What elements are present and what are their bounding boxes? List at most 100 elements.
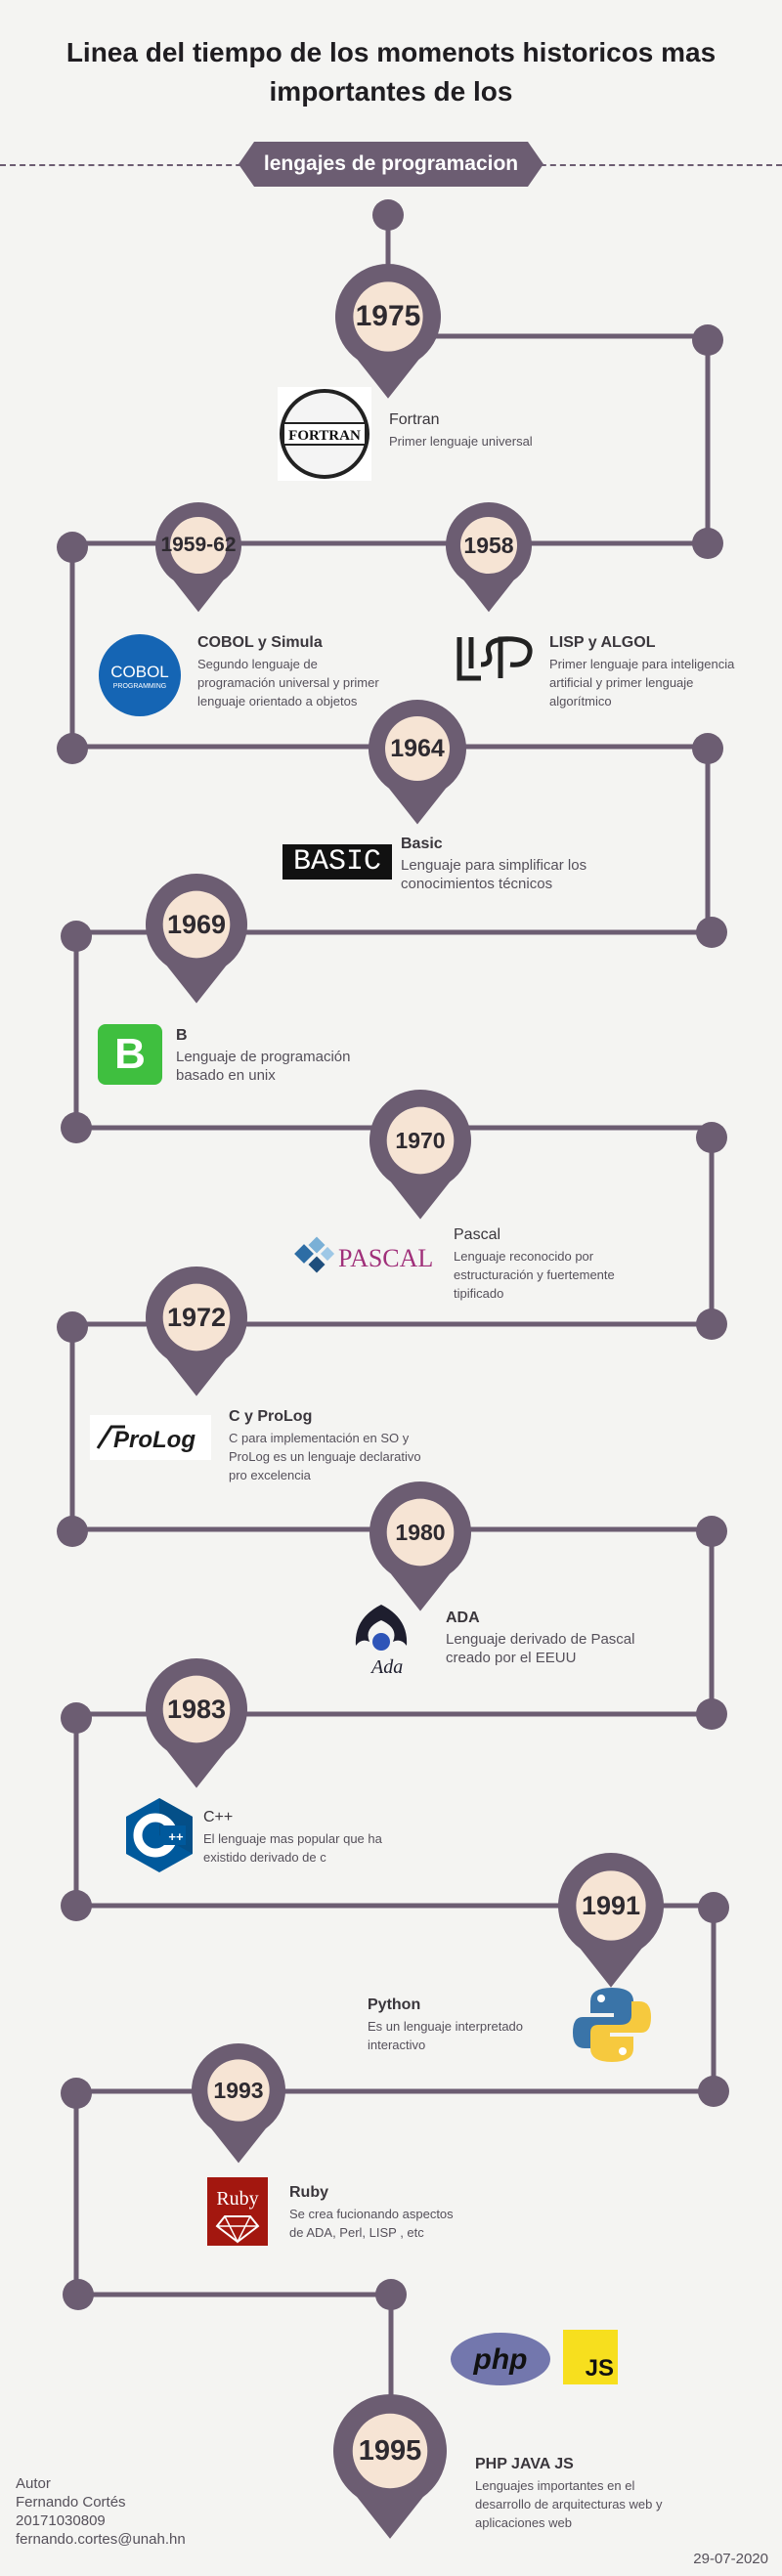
ruby-logo: Ruby: [207, 2177, 268, 2246]
js-logo: JS: [563, 2330, 618, 2384]
timeline-node: [57, 532, 88, 563]
timeline-node: [696, 1516, 727, 1547]
entry-name: COBOL y Simula: [197, 634, 323, 651]
entry-name: Ruby: [289, 2184, 328, 2201]
timeline-node: [372, 199, 404, 231]
entry-name: C y ProLog: [229, 1408, 313, 1425]
prolog-logo: ProLog: [90, 1415, 211, 1460]
svg-text:PASCAL: PASCAL: [338, 1244, 433, 1272]
year-pin-1969: [146, 874, 247, 1004]
cobol-logo: COBOL PROGRAMMING: [98, 633, 182, 717]
timeline-node: [61, 2078, 92, 2109]
year-label-1959-62: 1959-62: [160, 534, 237, 556]
title-ribbon: lengajes de programacion: [239, 142, 543, 187]
page-title: Linea del tiempo de los momenots histori…: [0, 33, 782, 111]
timeline-node: [63, 2279, 94, 2310]
year-label-1983: 1983: [166, 1695, 227, 1724]
year-label-1991: 1991: [581, 1891, 641, 1920]
svg-text:FORTRAN: FORTRAN: [288, 428, 361, 444]
year-pin-1964: [369, 699, 466, 825]
entry-cobol-simula: COBOL y Simula Segundo lenguaje de progr…: [197, 633, 381, 710]
entry-name: Basic: [401, 836, 443, 852]
entry-description: Lenguaje derivado de Pascal creado por e…: [446, 1631, 635, 1666]
cpp-logo: ++: [123, 1796, 196, 1874]
year-pin-1993: [192, 2043, 285, 2164]
svg-text:Ada: Ada: [369, 1656, 403, 1678]
timeline-node: [61, 1112, 92, 1143]
year-pin-1983: [146, 1658, 247, 1788]
title-line-1: Linea del tiempo de los momenots histori…: [65, 37, 717, 67]
entry-fortran: Fortran Primer lenguaje universal: [389, 410, 575, 451]
entry-name: LISP y ALGOL: [549, 634, 656, 651]
timeline-node: [696, 1698, 727, 1730]
year-label-1995: 1995: [358, 2435, 422, 2467]
python-logo: [571, 1984, 653, 2066]
timeline-node: [692, 324, 723, 356]
entry-name: Fortran: [389, 411, 440, 428]
author-block: Autor Fernando Cortés 20171030809 fernan…: [16, 2474, 186, 2549]
year-pin-1980: [369, 1481, 472, 1611]
entry-description: C para implementación en SO y ProLog es …: [229, 1431, 421, 1482]
svg-text:Ruby: Ruby: [216, 2188, 258, 2210]
entry-name: Pascal: [454, 1226, 501, 1243]
entry-pascal: Pascal Lenguaje reconocido por estructur…: [454, 1225, 649, 1303]
svg-text:php: php: [473, 2343, 528, 2376]
entry-description: Se crea fucionando aspectos de ADA, Perl…: [289, 2207, 454, 2240]
timeline-node: [375, 2279, 407, 2310]
entry-ada: ADA Lenguaje derivado de Pascal creado p…: [446, 1609, 651, 1667]
entry-description: El lenguaje mas popular que ha existido …: [203, 1831, 382, 1865]
entry-description: Lenguajes importantes en el desarrollo d…: [475, 2478, 663, 2530]
timeline-node: [692, 733, 723, 764]
entry-basic: Basic Lenguaje para simplificar los cono…: [401, 835, 606, 893]
entry-description: Primer lenguaje universal: [389, 434, 533, 449]
ada-logo: Ada: [344, 1599, 418, 1681]
timeline-node: [696, 1309, 727, 1340]
timeline-node: [61, 1702, 92, 1734]
entry-lisp-algol: LISP y ALGOL Primer lenguaje para inteli…: [549, 633, 745, 710]
timeline-node: [696, 917, 727, 948]
svg-text:COBOL: COBOL: [110, 663, 169, 681]
svg-text:ProLog: ProLog: [113, 1427, 196, 1453]
entry-description: Lenguaje reconocido por estructuración y…: [454, 1249, 615, 1301]
year-label-1972: 1972: [166, 1303, 227, 1332]
year-pin-1972: [146, 1267, 247, 1396]
entry-python: Python Es un lenguaje interpretado inter…: [368, 1996, 553, 2054]
svg-text:PROGRAMMING: PROGRAMMING: [113, 683, 166, 690]
entry-name: B: [176, 1027, 188, 1044]
entry-description: Es un lenguaje interpretado interactivo: [368, 2019, 524, 2052]
entry-ruby: Ruby Se crea fucionando aspectos de ADA,…: [289, 2183, 465, 2242]
entry-name: C++: [203, 1809, 234, 1825]
timeline-node: [61, 1890, 92, 1921]
year-label-1975: 1975: [355, 300, 421, 332]
timeline-node: [696, 1122, 727, 1153]
year-label-1964: 1964: [390, 735, 445, 762]
entry-name: ADA: [446, 1610, 480, 1626]
year-pin-1991: [558, 1853, 664, 1988]
entry-description: Lenguaje de programación basado en unix: [176, 1049, 351, 1084]
svg-text:++: ++: [168, 1829, 184, 1844]
entry-name: Python: [368, 1996, 421, 2013]
timeline-nodes: [57, 199, 729, 2310]
entry-description: Segundo lenguaje de programación univers…: [197, 657, 379, 708]
pascal-logo: PASCAL: [291, 1231, 436, 1284]
year-pin-1970: [369, 1090, 472, 1220]
year-pin-1995: [333, 2394, 448, 2539]
title-line-2: importantes de los: [269, 76, 513, 107]
year-label-1993: 1993: [213, 2078, 264, 2103]
year-pin-1959-62: [155, 502, 242, 613]
entry-b: B Lenguaje de programación basado en uni…: [176, 1026, 391, 1085]
basic-logo: BASIC: [282, 844, 392, 880]
entry-c-prolog: C y ProLog C para implementación en SO y…: [229, 1407, 434, 1484]
timeline-node: [698, 2076, 729, 2107]
timeline-node: [692, 528, 723, 559]
timeline-node: [57, 1311, 88, 1343]
entry-description: Lenguaje para simplificar los conocimien…: [401, 857, 587, 892]
timeline-node: [61, 921, 92, 952]
timeline-node: [57, 733, 88, 764]
entry-description: Primer lenguaje para inteligencia artifi…: [549, 657, 735, 708]
entry-cpp: C++ El lenguaje mas popular que ha exist…: [203, 1808, 399, 1867]
php-logo: php: [450, 2332, 551, 2386]
publish-date: 29-07-2020: [693, 2551, 768, 2567]
year-label-1969: 1969: [166, 910, 227, 939]
year-label-1958: 1958: [463, 533, 514, 558]
